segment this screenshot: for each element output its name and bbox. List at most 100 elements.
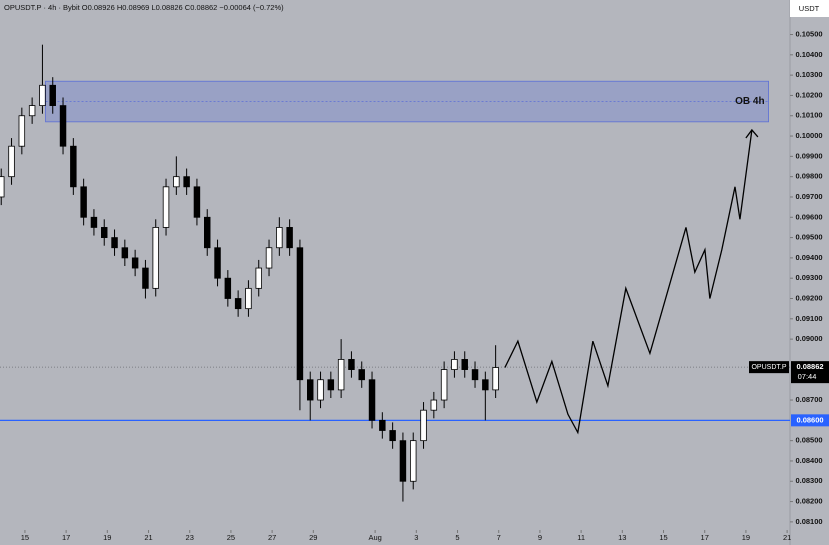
candle-body [399,440,407,482]
x-tick-label: 27 [268,533,276,542]
candle-body [28,105,36,117]
candle-body [234,298,242,310]
y-tick-label: 0.08700 [795,395,822,404]
candle-body [80,186,87,218]
candle-body [111,237,118,249]
x-tick-label: 21 [144,533,152,542]
candle-body [276,227,283,249]
x-tick-label: 23 [186,533,194,542]
symbol-tag: OPUSDT.P [751,364,786,371]
candle-body [379,419,386,431]
x-tick-label: 15 [21,533,29,542]
candle-body [306,379,314,401]
x-tick-label: 3 [414,533,418,542]
y-tick-label: 0.10300 [795,70,822,79]
candle-body [461,359,468,370]
x-tick-label: 9 [538,533,542,542]
projection-path [504,129,753,435]
y-tick-label: 0.09900 [795,151,822,160]
x-tick-label: 5 [455,533,459,542]
y-tick-label: 0.08500 [795,436,822,445]
y-tick-label: 0.09600 [795,212,822,221]
y-tick-label: 0.08200 [795,497,822,506]
candle-body [49,84,56,106]
countdown-label: 07:44 [798,372,817,381]
y-tick-label: 0.09400 [795,253,822,262]
y-tick-label: 0.08300 [795,476,822,485]
y-tick-label: 0.09000 [795,334,822,343]
candle-body [430,399,438,411]
candle-body [8,145,15,178]
candle-body [296,247,304,381]
y-tick-label: 0.10500 [795,30,822,39]
x-tick-label: 19 [103,533,111,542]
y-tick-label: 0.10000 [795,131,822,140]
candle-body [327,379,335,391]
y-tick-label: 0.08100 [795,517,822,526]
candle-body [358,369,365,381]
candle-body [482,379,489,391]
x-tick-label: 11 [577,533,585,542]
candle-body [451,359,458,370]
candle-body [255,267,262,289]
candle-body [389,430,396,442]
y-tick-label: 0.10400 [795,50,822,59]
candle-body [368,379,376,421]
candle-body [492,367,499,391]
support-axis-label: 0.08600 [796,415,823,424]
candle-body [409,440,417,482]
x-tick-label: 29 [309,533,317,542]
currency-label: USDT [799,4,820,13]
x-tick-label: 7 [497,533,501,542]
x-tick-label: 17 [62,533,70,542]
symbol-header: OPUSDT.P · 4h · Bybit O0.08926 H0.08969 … [4,3,284,12]
y-tick-label: 0.09800 [795,172,822,181]
candle-body [420,409,427,442]
zone-label: OB 4h [735,96,764,107]
candle-body [440,369,448,401]
y-tick-label: 0.09300 [795,273,822,282]
candle-body [162,186,170,228]
currency-box [790,0,829,17]
candle-body [39,84,46,106]
projection-arrowhead [745,128,759,139]
candle-body [90,216,98,228]
candle-body [193,186,201,218]
x-tick-label: 13 [618,533,626,542]
symbol-tag-box [749,361,789,374]
x-tick-label: 21 [783,533,791,542]
candle-body [18,115,26,147]
candle-body [337,359,345,391]
candle-body [471,369,479,381]
candle-body [142,267,149,289]
price-axis-label: 0.08862 [796,362,823,371]
candle-body [245,287,252,310]
candle-body [0,176,5,198]
candle-body [70,145,77,188]
support-axis-box [791,414,829,427]
x-tick-label: 19 [742,533,750,542]
y-tick-label: 0.10100 [795,111,822,120]
candle-body [286,227,293,249]
candle-body [348,359,355,370]
candle-body [183,176,190,188]
y-tick-label: 0.09200 [795,293,822,302]
candle-body [317,379,324,401]
price-axis-box [791,361,829,384]
candle-body [101,227,108,238]
candle-body [121,247,129,259]
y-tick-label: 0.08400 [795,456,822,465]
candle-body [59,105,67,147]
y-tick-label: 0.09700 [795,192,822,201]
y-tick-label: 0.10200 [795,90,822,99]
x-tick-label: Aug [368,533,381,542]
candle-body [214,247,221,279]
candle-body [224,277,232,299]
y-tick-label: 0.09500 [795,233,822,242]
x-tick-label: 15 [659,533,667,542]
x-tick-label: 17 [701,533,709,542]
candle-body [152,227,159,289]
candle-body [204,216,211,249]
candle-body [173,176,180,188]
